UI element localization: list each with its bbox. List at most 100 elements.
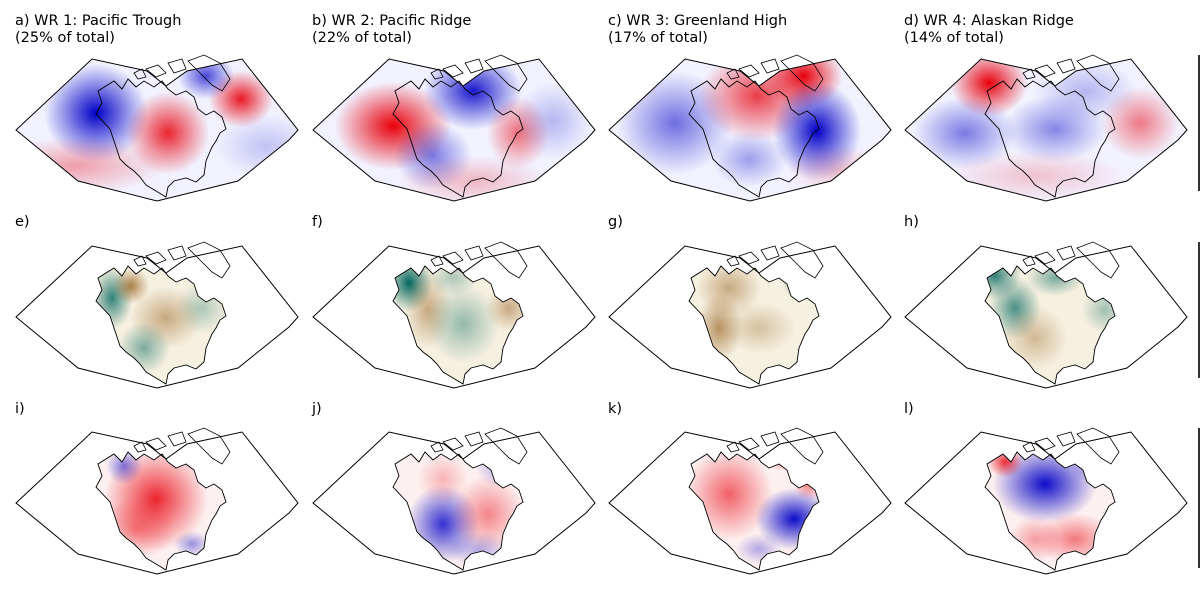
anomaly-blob — [986, 452, 1024, 478]
arctic-island-outline — [464, 245, 484, 261]
arctic-island-outline — [442, 251, 464, 265]
coastline — [95, 265, 227, 385]
arctic-island-outline — [484, 241, 528, 279]
arctic-island-outline — [1034, 251, 1056, 265]
arctic-island-outline — [1056, 431, 1076, 447]
arctic-island-outline — [133, 441, 147, 453]
map-panel — [312, 241, 596, 389]
panel-title: l) — [904, 401, 914, 417]
map-panel — [608, 427, 892, 575]
arctic-island-outline — [145, 437, 167, 451]
anomaly-blob — [176, 282, 226, 334]
anomaly-blob — [913, 96, 1017, 170]
map-panel — [15, 54, 299, 202]
map-panel — [904, 241, 1188, 389]
anomaly-field — [985, 452, 1115, 570]
anomaly-blob — [474, 452, 522, 488]
anomaly-field — [689, 237, 819, 384]
anomaly-blob — [780, 266, 819, 302]
map-boundary — [904, 245, 1188, 389]
map-panel — [904, 427, 1188, 575]
arctic-island-outline — [430, 441, 444, 453]
arctic-island-outline — [133, 255, 147, 267]
arctic-island-outline — [430, 255, 444, 267]
arctic-island-outline — [167, 245, 187, 261]
colorbar-edge — [1198, 55, 1200, 191]
anomaly-blob — [1081, 286, 1115, 334]
anomaly-field — [313, 59, 595, 201]
arctic-island-outline — [1076, 54, 1120, 92]
anomaly-blob — [177, 59, 235, 100]
coastline — [95, 78, 227, 198]
coastline — [688, 265, 820, 385]
anomaly-field — [96, 266, 226, 384]
map-panel — [904, 54, 1188, 202]
anomaly-field — [16, 59, 298, 201]
map-boundary — [904, 58, 1188, 202]
arctic-island-outline — [1076, 241, 1120, 279]
coastline — [392, 78, 524, 198]
arctic-island-outline — [187, 427, 231, 465]
anomaly-blob — [993, 452, 1097, 523]
anomaly-field — [96, 452, 226, 570]
coastline — [392, 451, 524, 571]
arctic-island-outline — [484, 54, 528, 92]
map-boundary — [904, 431, 1188, 575]
arctic-island-outline — [738, 437, 760, 451]
coastline — [95, 451, 227, 571]
map-panel — [15, 241, 299, 389]
panel-title: j) — [312, 401, 322, 417]
anomaly-blob — [485, 284, 523, 332]
colorbar-edge — [1198, 242, 1200, 378]
anomaly-blob — [758, 452, 810, 471]
coastline — [984, 78, 1116, 198]
arctic-island-outline — [1056, 245, 1076, 261]
arctic-island-outline — [133, 68, 147, 80]
arctic-island-outline — [442, 437, 464, 451]
arctic-island-outline — [442, 64, 464, 78]
panel-title: h) — [904, 214, 919, 230]
arctic-island-outline — [187, 241, 231, 279]
arctic-island-outline — [464, 431, 484, 447]
map-boundary — [15, 245, 299, 389]
anomaly-blob — [944, 150, 1126, 201]
arctic-island-outline — [1022, 441, 1036, 453]
anomaly-field — [393, 452, 523, 570]
map-boundary — [312, 58, 596, 202]
panel-title: e) — [15, 214, 30, 230]
anomaly-blob — [417, 453, 469, 505]
arctic-island-outline — [484, 427, 528, 465]
arctic-island-outline — [738, 251, 760, 265]
coastline — [984, 265, 1116, 385]
panel-title: b) WR 2: Pacific Ridge (22% of total) — [312, 13, 472, 46]
anomaly-blob — [97, 497, 175, 561]
arctic-island-outline — [167, 431, 187, 447]
anomaly-blob — [775, 237, 806, 261]
arctic-island-outline — [780, 54, 824, 92]
anomaly-blob — [1002, 305, 1068, 371]
anomaly-blob — [514, 82, 592, 160]
anomaly-blob — [112, 267, 150, 305]
arctic-island-outline — [760, 431, 780, 447]
coastline — [688, 78, 820, 198]
panel-title: c) WR 3: Greenland High (17% of total) — [608, 13, 788, 46]
arctic-island-outline — [464, 58, 484, 74]
anomaly-blob — [190, 266, 222, 281]
arctic-island-outline — [1034, 64, 1056, 78]
arctic-island-outline — [780, 427, 824, 465]
map-panel — [312, 54, 596, 202]
map-panel — [608, 54, 892, 202]
map-panel — [15, 427, 299, 575]
anomaly-field — [905, 59, 1187, 201]
panel-title: f) — [312, 214, 323, 230]
colorbar-edge — [1198, 428, 1200, 568]
anomaly-blob — [105, 452, 143, 485]
arctic-island-outline — [726, 441, 740, 453]
panel-title: a) WR 1: Pacific Trough (25% of total) — [15, 13, 182, 46]
arctic-island-outline — [1022, 68, 1036, 80]
map-boundary — [15, 431, 299, 575]
coastline — [392, 265, 524, 385]
arctic-island-outline — [187, 54, 231, 92]
panel-title: i) — [15, 401, 25, 417]
arctic-island-outline — [726, 255, 740, 267]
